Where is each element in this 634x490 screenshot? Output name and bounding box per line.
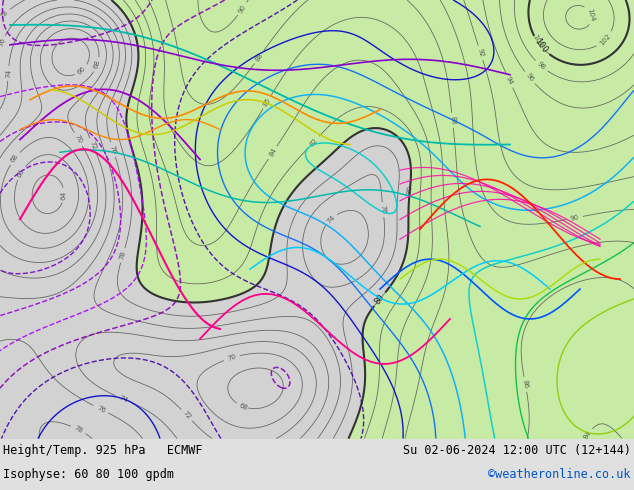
Text: Isophyse: 60 80 100 gpdm: Isophyse: 60 80 100 gpdm: [3, 468, 174, 481]
Text: 74: 74: [118, 394, 128, 404]
Text: 98: 98: [536, 61, 547, 71]
Text: 78: 78: [119, 250, 127, 260]
Text: 86: 86: [262, 97, 272, 107]
Text: 72: 72: [88, 140, 97, 150]
Text: 76: 76: [380, 205, 387, 215]
Text: 92: 92: [476, 48, 484, 58]
Text: 66: 66: [77, 65, 87, 75]
Text: 78: 78: [73, 425, 84, 435]
Text: 64: 64: [61, 191, 67, 199]
Text: 80: 80: [373, 292, 387, 306]
Text: Height/Temp. 925 hPa   ECMWF: Height/Temp. 925 hPa ECMWF: [3, 443, 203, 457]
Text: 68: 68: [10, 153, 20, 164]
Text: 88: 88: [449, 116, 456, 125]
Text: 70: 70: [74, 134, 83, 145]
Text: 76: 76: [96, 404, 107, 414]
Text: 102: 102: [598, 33, 612, 47]
Text: 74: 74: [325, 214, 336, 224]
Text: 100: 100: [533, 37, 549, 55]
Text: 82: 82: [309, 137, 319, 147]
Text: 76: 76: [0, 37, 6, 48]
Text: ©weatheronline.co.uk: ©weatheronline.co.uk: [488, 468, 631, 481]
Text: 80: 80: [406, 184, 413, 194]
Text: 100: 100: [531, 34, 543, 49]
Text: 68: 68: [238, 402, 249, 411]
Text: 94: 94: [505, 75, 514, 86]
Text: 74: 74: [5, 69, 11, 78]
Text: 66: 66: [16, 168, 26, 178]
Text: 86: 86: [522, 379, 529, 389]
Text: 88: 88: [254, 52, 264, 63]
Text: 78: 78: [0, 9, 10, 20]
Text: 84: 84: [268, 147, 278, 158]
Text: 76: 76: [109, 145, 117, 155]
Text: 90: 90: [237, 3, 247, 14]
Text: Su 02-06-2024 12:00 UTC (12+144): Su 02-06-2024 12:00 UTC (12+144): [403, 443, 631, 457]
Text: 72: 72: [181, 410, 192, 420]
Text: 90: 90: [569, 214, 579, 222]
Text: 104: 104: [586, 7, 596, 22]
Text: 70: 70: [226, 354, 237, 362]
Text: 96: 96: [524, 73, 535, 83]
Text: 68: 68: [93, 59, 101, 70]
Text: 84: 84: [583, 430, 592, 440]
